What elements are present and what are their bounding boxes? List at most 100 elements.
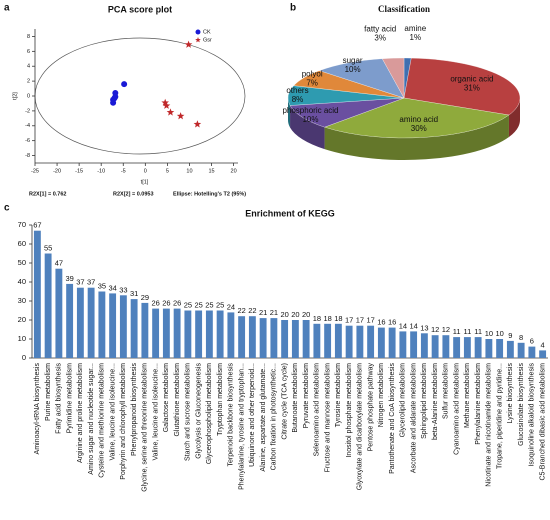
slice — [318, 58, 405, 99]
x-tick-label: Fatty acid biosynthesis — [56, 363, 63, 434]
slice-label: phosphoric acid — [282, 106, 338, 115]
panel-label: a — [4, 3, 10, 14]
bar-value: 22 — [237, 306, 245, 315]
bar-value: 20 — [291, 310, 299, 319]
x-tick-label: Glyoxylate and dicarboxylate metabolism — [357, 363, 364, 490]
x-tick-label: Galactose metabolism — [163, 363, 170, 432]
bar-value: 18 — [323, 314, 331, 323]
x-tick-label: Pyrimidine metabolism — [66, 363, 73, 434]
bar — [431, 335, 439, 358]
slice-label: others — [286, 86, 308, 95]
bar-value: 25 — [194, 300, 202, 309]
x-tick-label: -25 — [31, 168, 39, 174]
bar-value: 34 — [108, 283, 116, 292]
point — [193, 120, 202, 128]
y-tick-label: 0 — [27, 93, 30, 99]
bar-value: 24 — [227, 302, 235, 311]
point — [162, 101, 171, 109]
x-tick-label: Citrate cycle (TCA cycle) — [281, 363, 288, 440]
bar — [334, 323, 342, 358]
bar — [76, 287, 84, 358]
x-tick-label: Valine, leucine and isoleucine... — [109, 363, 116, 461]
y-tick-label: 4 — [27, 64, 30, 70]
x-tick-label: Glycolysis or Gluconeogenesis — [195, 363, 202, 459]
bar — [216, 310, 224, 358]
slice-label: amino acid — [399, 115, 438, 124]
bar — [55, 268, 63, 358]
panel-label: b — [290, 3, 296, 14]
bar-value: 26 — [151, 299, 159, 308]
bar — [442, 335, 450, 358]
x-tick-label: Glycine, serine and threonine metabolism — [142, 363, 149, 492]
x-tick-label: Alanine, aspartate and glutamate... — [260, 363, 267, 472]
bar — [44, 253, 52, 358]
point — [176, 112, 185, 120]
bar — [345, 325, 353, 358]
y-tick-label: 50 — [18, 258, 26, 267]
bar — [184, 310, 192, 358]
bar — [420, 333, 428, 358]
x-tick-label: Terpenoid backbone biosynthesis — [228, 363, 235, 467]
y-tick-label: 20 — [18, 315, 26, 324]
x-tick-label: Glucosinolate biosynthesis — [518, 363, 525, 446]
x-tick-label: Tropane, piperidine and pyridine... — [496, 363, 503, 469]
bar-value: 12 — [431, 325, 439, 334]
bar-value: 21 — [259, 308, 267, 317]
x-tick-label: Cyanoamino acid metabolism — [453, 363, 460, 455]
bar — [130, 299, 138, 358]
bar-value: 16 — [377, 318, 385, 327]
x-tick-label: Phenylpropanoid biosynthesis — [131, 363, 138, 457]
y-tick-label: 70 — [18, 220, 26, 229]
point — [184, 40, 193, 48]
x-tick-label: Aminoacyl-tRNA biosynthesis — [34, 363, 41, 455]
bar — [506, 340, 514, 358]
bar — [87, 287, 95, 358]
bar-value: 16 — [388, 318, 396, 327]
slice-label: fatty acid — [364, 24, 396, 33]
bar-value: 33 — [119, 285, 127, 294]
bar-value: 12 — [442, 325, 450, 334]
x-tick-label: 5 — [166, 168, 169, 174]
x-tick-label: Starch and sucrose metabolism — [185, 363, 192, 461]
bar — [109, 293, 117, 358]
bar — [119, 295, 127, 358]
x-tick-label: Ascorbate and aldarate metabolism — [410, 363, 417, 473]
bar-value: 17 — [356, 316, 364, 325]
bar — [195, 310, 203, 358]
bar-value: 17 — [366, 316, 374, 325]
bar — [410, 331, 418, 358]
bar-value: 17 — [345, 316, 353, 325]
bar — [463, 337, 471, 358]
annotation: Ellipse: Hotelling's T2 (95%) — [173, 191, 246, 197]
y-tick-label: -2 — [25, 108, 30, 114]
x-tick-label: Tyrosine metabolism — [335, 363, 342, 427]
bar — [248, 316, 256, 358]
x-tick-label: 0 — [144, 168, 147, 174]
x-tick-label: Ubiquinone and other terpenoid... — [249, 363, 256, 467]
bar-value: 29 — [141, 293, 149, 302]
bar-value: 37 — [76, 278, 84, 287]
bar-value: 25 — [205, 300, 213, 309]
x-tick-label: Arginine and proline metabolism — [77, 363, 84, 463]
y-tick-label: -6 — [25, 138, 30, 144]
bar — [281, 320, 289, 358]
slice-value: 1% — [410, 33, 422, 42]
slice — [289, 97, 405, 128]
bar-value: 18 — [334, 314, 342, 323]
x-tick-label: Amino sugar and nucleotide sugar... — [88, 363, 95, 475]
x-tick-label: Glutathione metabolism — [174, 363, 181, 437]
y-tick-label: 40 — [18, 277, 26, 286]
bar-value: 11 — [463, 327, 471, 336]
x-tick-label: Isoquinoline alkaloid biosynthesis — [529, 363, 536, 467]
bar — [259, 318, 267, 358]
legend-marker — [195, 37, 201, 43]
point — [166, 108, 175, 116]
slice-side — [324, 115, 509, 161]
bar-value: 31 — [130, 289, 138, 298]
x-tick-label: Glycerolipid metabolism — [400, 363, 407, 437]
slice-label: polyol — [302, 69, 323, 78]
y-tick-label: 30 — [18, 296, 26, 305]
x-tick-label: Pantothenate and CoA biosynthesis — [389, 363, 396, 474]
y-axis-label: t[2] — [12, 92, 18, 100]
